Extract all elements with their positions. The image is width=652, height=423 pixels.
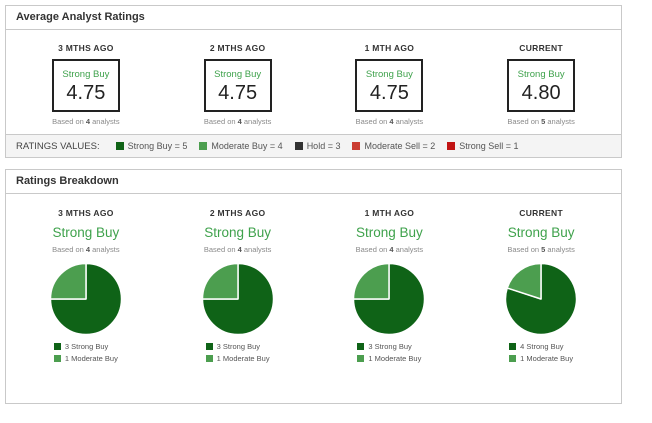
consensus-rating: Strong Buy (204, 225, 272, 240)
pie-legend-item: 1 Moderate Buy (53, 354, 118, 363)
ratings-breakdown-body: 3 MTHS AGO Strong Buy Based on 4 analyst… (6, 194, 621, 403)
pie-legend-item: 1 Moderate Buy (205, 354, 270, 363)
rating-label: Strong Buy (214, 68, 262, 80)
pie-legend-item: 1 Moderate Buy (509, 354, 573, 363)
pie-legend-item: 4 Strong Buy (509, 342, 573, 351)
column-label: 3 MTHS AGO (58, 208, 114, 218)
consensus-rating: Strong Buy (507, 225, 575, 240)
moderate-buy-swatch-icon (205, 355, 213, 362)
analyst-count: 5 (541, 245, 546, 254)
ratings-values-legend: RATINGS VALUES: Strong Buy = 5 Moderate … (6, 134, 621, 157)
panel-title: Average Analyst Ratings (6, 6, 621, 30)
based-on-text: Based on 5 analysts (507, 117, 575, 126)
pie-chart (504, 262, 578, 336)
column-label: CURRENT (519, 208, 563, 218)
based-on-text: Based on 4 analysts (203, 245, 272, 254)
analyst-count: 4 (389, 245, 394, 254)
hold-swatch-icon (294, 142, 303, 150)
average-column-2mths: 2 MTHS AGO Strong Buy 4.75 Based on 4 an… (162, 43, 314, 126)
consensus-rating: Strong Buy (52, 225, 120, 240)
rating-label: Strong Buy (517, 68, 565, 80)
based-on-text: Based on 4 analysts (52, 245, 120, 254)
pie-legend: 3 Strong Buy 1 Moderate Buy (205, 339, 270, 363)
rating-box: Strong Buy 4.80 (507, 59, 576, 112)
pie-legend-item: 3 Strong Buy (53, 342, 118, 351)
average-column-3mths: 3 MTHS AGO Strong Buy 4.75 Based on 4 an… (10, 43, 162, 126)
analyst-count: 5 (541, 117, 546, 126)
breakdown-column-1mth: 1 MTH AGO Strong Buy Based on 4 analysts… (314, 208, 466, 367)
based-on-text: Based on 4 analysts (203, 117, 272, 126)
strong-buy-swatch-icon (205, 343, 213, 350)
panel-title: Ratings Breakdown (6, 170, 621, 194)
moderate-buy-swatch-icon (53, 355, 61, 362)
rating-box: Strong Buy 4.75 (203, 59, 272, 112)
consensus-rating: Strong Buy (355, 225, 423, 240)
pie-chart (201, 262, 275, 336)
breakdown-column-current: CURRENT Strong Buy Based on 5 analysts 4… (465, 208, 617, 367)
legend-item-strong-buy: Strong Buy = 5 (115, 141, 187, 151)
strong-buy-swatch-icon (53, 343, 61, 350)
column-label: 1 MTH AGO (364, 43, 415, 53)
pie-legend: 4 Strong Buy 1 Moderate Buy (509, 339, 573, 363)
pie-legend-item: 3 Strong Buy (205, 342, 270, 351)
average-column-current: CURRENT Strong Buy 4.80 Based on 5 analy… (465, 43, 617, 126)
moderate-buy-swatch-icon (357, 355, 365, 362)
rating-value: 4.75 (218, 81, 258, 104)
based-on-text: Based on 4 analysts (355, 245, 424, 254)
analyst-count: 4 (389, 117, 394, 126)
rating-value: 4.75 (369, 81, 409, 104)
analyst-count: 4 (85, 245, 91, 254)
pie-chart (49, 262, 123, 336)
column-label: 2 MTHS AGO (209, 43, 266, 53)
based-on-text: Based on 5 analysts (507, 245, 575, 254)
average-ratings-body: 3 MTHS AGO Strong Buy 4.75 Based on 4 an… (6, 30, 621, 134)
legend-item-hold: Hold = 3 (294, 141, 340, 151)
pie-legend: 3 Strong Buy 1 Moderate Buy (53, 339, 118, 363)
rating-label: Strong Buy (365, 68, 413, 80)
average-analyst-ratings-panel: Average Analyst Ratings 3 MTHS AGO Stron… (5, 5, 622, 158)
pie-legend-item: 1 Moderate Buy (357, 354, 421, 363)
based-on-text: Based on 4 analysts (355, 117, 424, 126)
rating-box: Strong Buy 4.75 (355, 59, 424, 112)
moderate-buy-swatch-icon (199, 142, 208, 150)
legend-item-moderate-sell: Moderate Sell = 2 (352, 141, 435, 151)
strong-buy-swatch-icon (115, 142, 124, 150)
analyst-count: 4 (237, 245, 242, 254)
ratings-breakdown-panel: Ratings Breakdown 3 MTHS AGO Strong Buy … (5, 169, 622, 404)
strong-buy-swatch-icon (509, 343, 517, 350)
average-column-1mth: 1 MTH AGO Strong Buy 4.75 Based on 4 ana… (314, 43, 466, 126)
column-label: 1 MTH AGO (364, 208, 415, 218)
analyst-count: 4 (85, 117, 91, 126)
rating-box: Strong Buy 4.75 (51, 59, 120, 112)
strong-sell-swatch-icon (447, 142, 456, 150)
moderate-sell-swatch-icon (352, 142, 361, 150)
pie-chart (352, 262, 426, 336)
column-label: 2 MTHS AGO (209, 208, 266, 218)
based-on-text: Based on 4 analysts (52, 117, 120, 126)
pie-legend: 3 Strong Buy 1 Moderate Buy (357, 339, 421, 363)
column-label: CURRENT (519, 43, 563, 53)
rating-value: 4.80 (521, 81, 561, 104)
strong-buy-swatch-icon (357, 343, 365, 350)
rating-label: Strong Buy (62, 68, 110, 80)
ratings-values-label: RATINGS VALUES: (16, 140, 100, 152)
breakdown-column-3mths: 3 MTHS AGO Strong Buy Based on 4 analyst… (10, 208, 162, 367)
moderate-buy-swatch-icon (509, 355, 517, 362)
analyst-count: 4 (237, 117, 242, 126)
legend-item-strong-sell: Strong Sell = 1 (447, 141, 519, 151)
pie-legend-item: 3 Strong Buy (357, 342, 421, 351)
breakdown-column-2mths: 2 MTHS AGO Strong Buy Based on 4 analyst… (162, 208, 314, 367)
column-label: 3 MTHS AGO (58, 43, 114, 53)
legend-item-moderate-buy: Moderate Buy = 4 (199, 141, 283, 151)
rating-value: 4.75 (66, 81, 106, 104)
